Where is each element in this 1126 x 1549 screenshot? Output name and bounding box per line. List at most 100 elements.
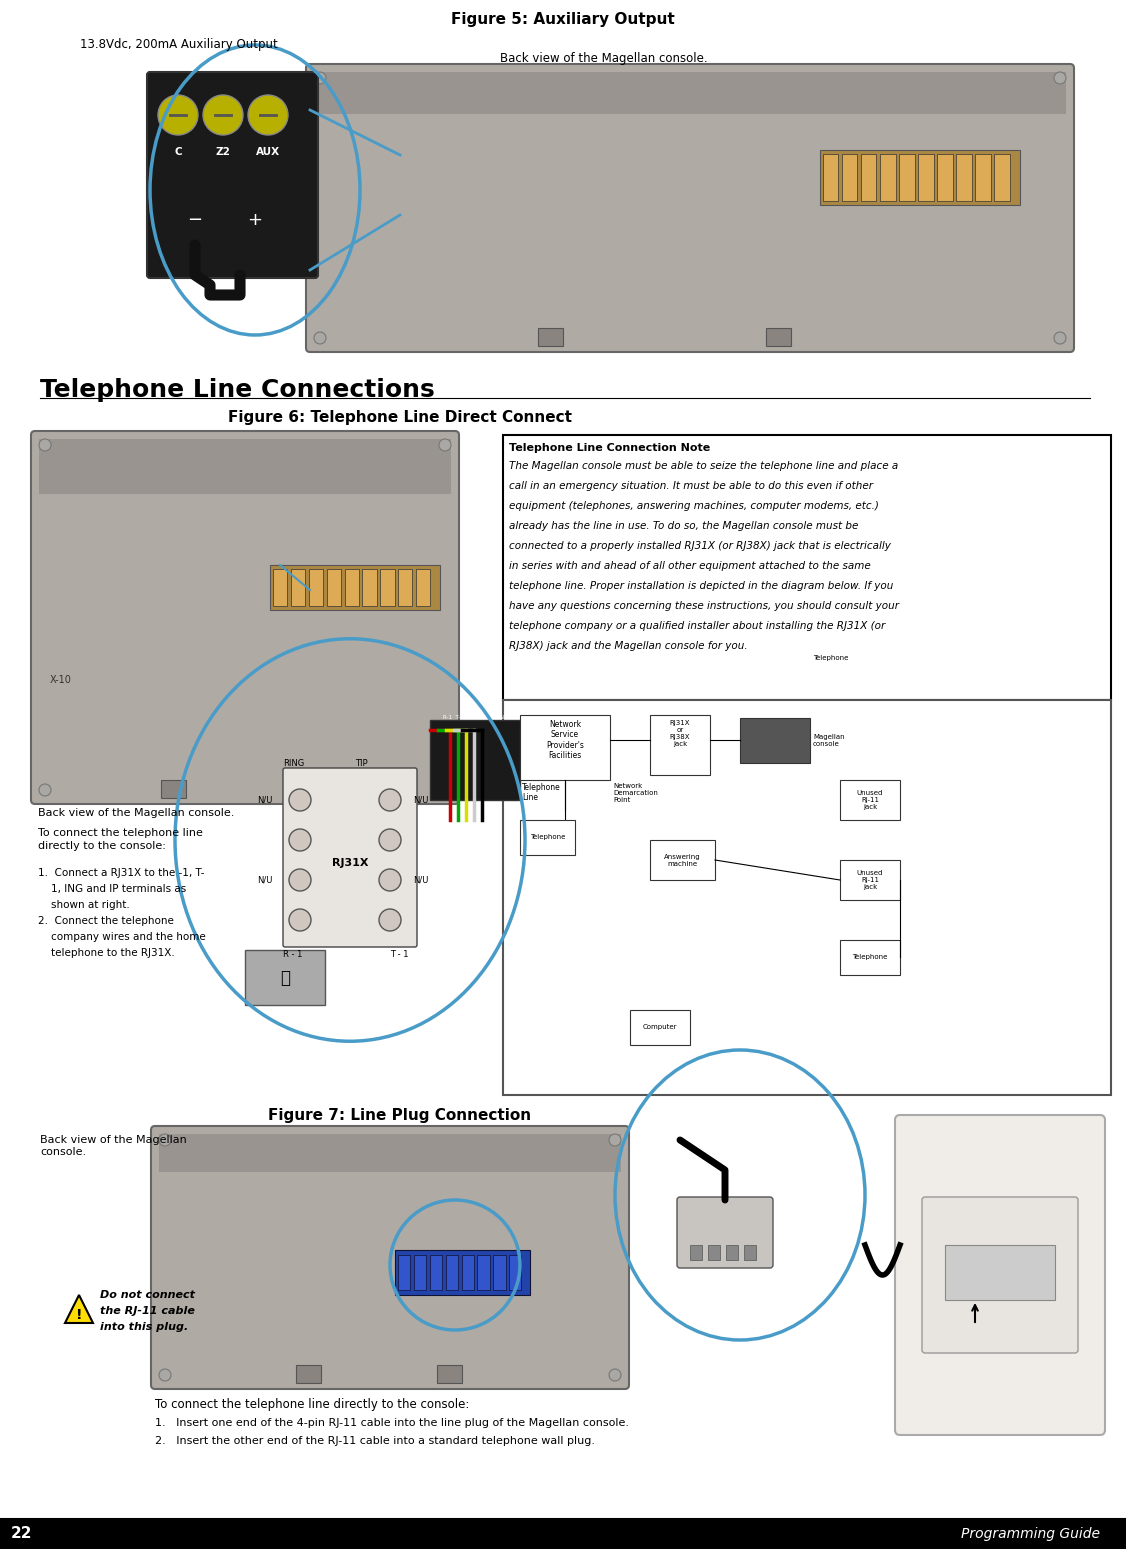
Bar bbox=[861, 153, 876, 201]
Text: Telephone: Telephone bbox=[852, 954, 887, 960]
Text: into this plug.: into this plug. bbox=[100, 1321, 188, 1332]
Bar bbox=[994, 153, 1010, 201]
Text: The Magellan console must be able to seize the telephone line and place a: The Magellan console must be able to sei… bbox=[509, 462, 899, 471]
Bar bbox=[740, 719, 810, 764]
Bar bbox=[430, 720, 520, 799]
Bar bbox=[520, 819, 575, 855]
Bar bbox=[503, 700, 1111, 1095]
Text: N/U: N/U bbox=[413, 875, 428, 884]
Text: RJ31X: RJ31X bbox=[332, 858, 368, 867]
Circle shape bbox=[439, 438, 452, 451]
Text: Telephone
Line: Telephone Line bbox=[522, 782, 561, 802]
FancyBboxPatch shape bbox=[283, 768, 417, 946]
Bar bbox=[509, 1255, 521, 1290]
Text: Telephone: Telephone bbox=[813, 655, 848, 661]
Bar bbox=[520, 716, 610, 781]
Text: Network
Service
Provider's
Facilities: Network Service Provider's Facilities bbox=[546, 720, 584, 761]
Text: R - 1: R - 1 bbox=[283, 950, 303, 959]
Bar bbox=[631, 1010, 690, 1046]
Text: 📞: 📞 bbox=[280, 970, 291, 987]
Text: Back view of the Magellan console.: Back view of the Magellan console. bbox=[38, 809, 234, 818]
Text: 22: 22 bbox=[11, 1526, 33, 1541]
Circle shape bbox=[1054, 331, 1066, 344]
Text: RING: RING bbox=[283, 759, 304, 768]
Bar bbox=[399, 568, 412, 606]
Bar bbox=[272, 568, 287, 606]
Bar bbox=[417, 568, 430, 606]
Bar bbox=[842, 153, 857, 201]
FancyBboxPatch shape bbox=[895, 1115, 1105, 1434]
Circle shape bbox=[609, 1369, 622, 1382]
Bar bbox=[39, 438, 452, 494]
Bar bbox=[975, 153, 991, 201]
Bar bbox=[363, 568, 376, 606]
Bar bbox=[395, 1250, 530, 1295]
Bar bbox=[840, 860, 900, 900]
Bar bbox=[820, 150, 1020, 204]
Bar bbox=[291, 568, 305, 606]
Text: telephone line. Proper installation is depicted in the diagram below. If you: telephone line. Proper installation is d… bbox=[509, 581, 893, 592]
Bar bbox=[690, 1245, 701, 1259]
Circle shape bbox=[203, 94, 243, 135]
Circle shape bbox=[609, 1134, 622, 1146]
Text: company wires and the home: company wires and the home bbox=[38, 932, 206, 942]
FancyBboxPatch shape bbox=[306, 64, 1074, 352]
Bar bbox=[287, 781, 312, 798]
Text: Telephone Line Connection Note: Telephone Line Connection Note bbox=[509, 443, 711, 452]
Text: Telephone: Telephone bbox=[530, 833, 565, 840]
Bar bbox=[446, 1255, 458, 1290]
Text: −: − bbox=[187, 211, 203, 229]
Text: in series with and ahead of all other equipment attached to the same: in series with and ahead of all other eq… bbox=[509, 561, 870, 572]
Circle shape bbox=[39, 438, 51, 451]
Text: already has the line in use. To do so, the Magellan console must be: already has the line in use. To do so, t… bbox=[509, 520, 858, 531]
Text: RJ38X) jack and the Magellan console for you.: RJ38X) jack and the Magellan console for… bbox=[509, 641, 748, 651]
Bar bbox=[538, 328, 563, 345]
Text: Figure 5: Auxiliary Output: Figure 5: Auxiliary Output bbox=[452, 12, 674, 26]
Text: call in an emergency situation. It must be able to do this even if other: call in an emergency situation. It must … bbox=[509, 482, 873, 491]
Circle shape bbox=[39, 784, 51, 796]
Bar bbox=[477, 1255, 490, 1290]
FancyBboxPatch shape bbox=[922, 1197, 1078, 1352]
Text: AUX: AUX bbox=[256, 147, 280, 156]
Bar bbox=[900, 153, 914, 201]
Text: 2.   Insert the other end of the RJ-11 cable into a standard telephone wall plug: 2. Insert the other end of the RJ-11 cab… bbox=[155, 1436, 595, 1447]
Text: Unused
RJ-11
jack: Unused RJ-11 jack bbox=[857, 790, 883, 810]
Text: RJ31X
or
RJ38X
jack: RJ31X or RJ38X jack bbox=[670, 720, 690, 747]
Text: Telephone Line Connections: Telephone Line Connections bbox=[41, 378, 435, 403]
Circle shape bbox=[314, 331, 327, 344]
Text: TIP: TIP bbox=[355, 759, 367, 768]
Text: Do not connect: Do not connect bbox=[100, 1290, 195, 1300]
Bar bbox=[840, 940, 900, 974]
Text: C: C bbox=[175, 147, 181, 156]
Text: Magellan
console: Magellan console bbox=[813, 734, 844, 747]
Text: Answering
machine: Answering machine bbox=[663, 853, 700, 866]
Circle shape bbox=[379, 909, 401, 931]
Bar bbox=[327, 568, 341, 606]
Bar bbox=[161, 781, 186, 798]
Text: connected to a properly installed RJ31X (or RJ38X) jack that is electrically: connected to a properly installed RJ31X … bbox=[509, 541, 891, 551]
Bar bbox=[956, 153, 972, 201]
Text: +: + bbox=[248, 211, 262, 229]
FancyBboxPatch shape bbox=[32, 431, 459, 804]
Text: 1.   Insert one end of the 4-pin RJ-11 cable into the line plug of the Magellan : 1. Insert one end of the 4-pin RJ-11 cab… bbox=[155, 1417, 629, 1428]
Text: 13.8Vdc, 200mA Auxiliary Output: 13.8Vdc, 200mA Auxiliary Output bbox=[80, 39, 278, 51]
FancyBboxPatch shape bbox=[151, 1126, 629, 1389]
Bar bbox=[945, 1245, 1055, 1300]
Text: Back view of the Magellan
console.: Back view of the Magellan console. bbox=[41, 1135, 187, 1157]
Bar bbox=[314, 71, 1066, 115]
Bar bbox=[397, 1255, 410, 1290]
Text: Figure 6: Telephone Line Direct Connect: Figure 6: Telephone Line Direct Connect bbox=[227, 410, 572, 424]
Text: T - 1: T - 1 bbox=[390, 950, 409, 959]
Circle shape bbox=[439, 784, 452, 796]
Circle shape bbox=[159, 1134, 171, 1146]
Circle shape bbox=[379, 829, 401, 850]
Circle shape bbox=[159, 1369, 171, 1382]
Bar bbox=[296, 1365, 321, 1383]
Circle shape bbox=[314, 71, 327, 84]
Text: Computer: Computer bbox=[643, 1024, 677, 1030]
Circle shape bbox=[379, 788, 401, 812]
Bar bbox=[430, 1255, 443, 1290]
Text: Figure 7: Line Plug Connection: Figure 7: Line Plug Connection bbox=[268, 1108, 531, 1123]
Text: 1.  Connect a RJ31X to the -1, T-: 1. Connect a RJ31X to the -1, T- bbox=[38, 867, 205, 878]
Bar bbox=[840, 781, 900, 819]
